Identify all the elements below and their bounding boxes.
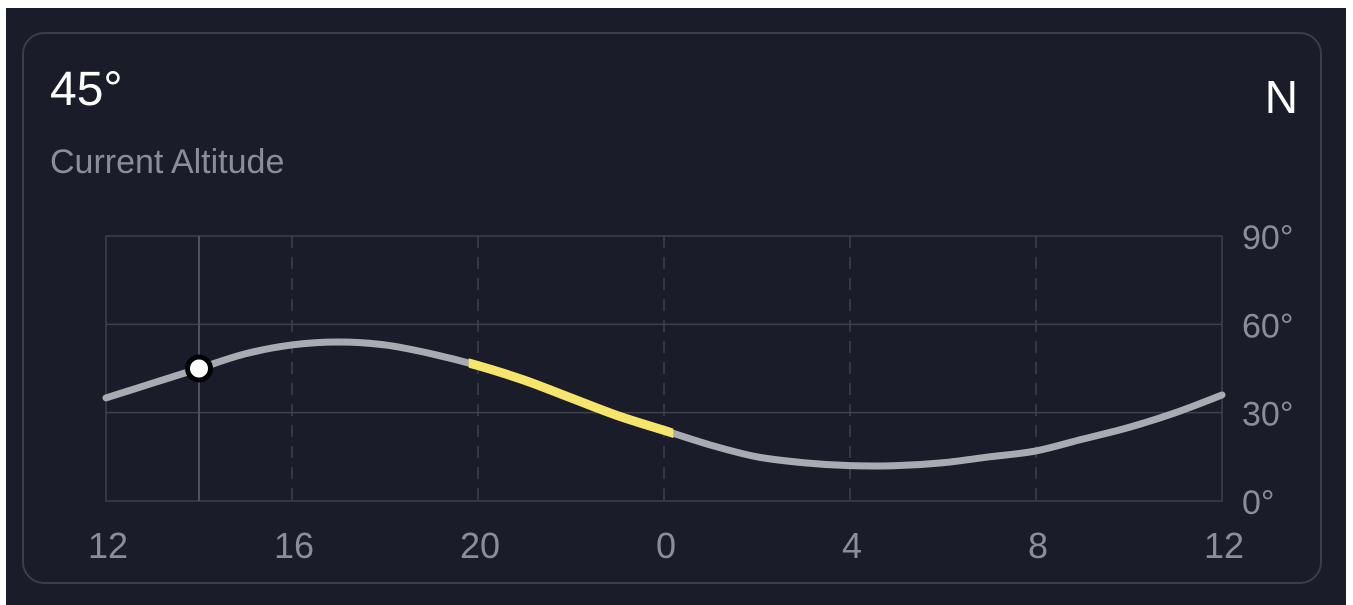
y-tick-label: 30° [1242,396,1293,434]
x-axis-ticks: 12 16 20 0 4 8 12 [88,525,1244,566]
y-tick-label: 0° [1242,484,1275,522]
x-tick-label: 8 [1028,525,1048,566]
highlighted-segment [468,358,674,439]
current-altitude-value: 45° [50,63,123,116]
x-tick-label: 16 [274,525,314,566]
x-tick-label: 4 [842,525,862,566]
current-position-marker [190,359,208,378]
current-altitude-label: Current Altitude [50,143,285,181]
y-tick-label: 90° [1242,219,1293,257]
altitude-card [22,32,1322,584]
current-position-group [185,354,213,383]
compass-direction: N [1264,71,1298,123]
y-tick-label: 60° [1242,307,1293,345]
y-axis-ticks: 0° 30° 60° 90° [1242,219,1293,522]
x-tick-label: 12 [1204,525,1244,566]
altitude-curve-group [102,338,1226,470]
chart-grid [105,235,1223,502]
x-tick-label: 0 [656,525,676,566]
x-tick-label: 12 [88,525,128,566]
x-tick-label: 20 [460,525,500,566]
